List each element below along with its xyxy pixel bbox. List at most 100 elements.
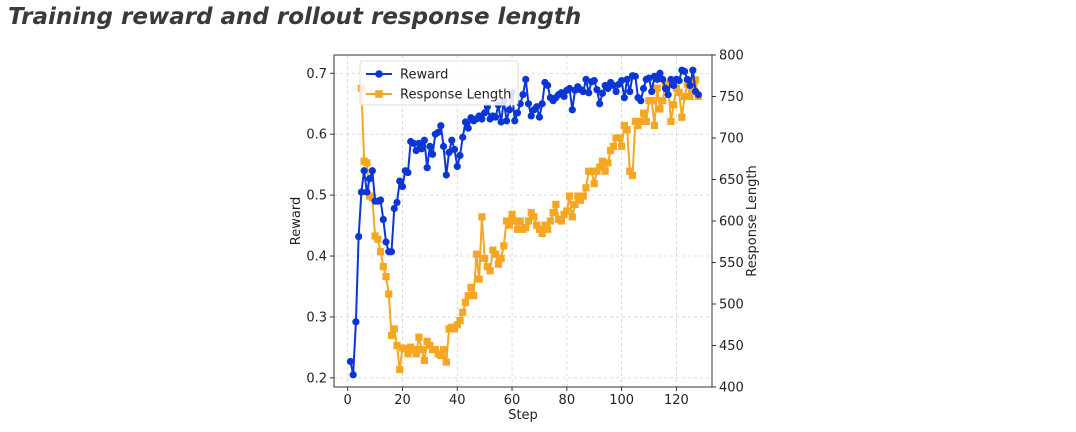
data-point (607, 146, 615, 155)
data-point (360, 167, 368, 175)
data-point (563, 207, 571, 215)
data-point (670, 81, 678, 90)
legend: Reward Response Length (359, 60, 519, 106)
data-point (541, 221, 549, 229)
data-point (461, 118, 470, 126)
x-axis-ticks: 0 20 40 60 80 100 120 (344, 387, 689, 408)
data-point (549, 209, 557, 217)
right-tick-label: 600 (719, 215, 744, 230)
data-point (609, 142, 617, 150)
data-point (686, 92, 694, 101)
data-point (648, 97, 656, 105)
data-point (612, 87, 620, 96)
right-axis-label: Response Length (745, 165, 760, 276)
data-point (530, 213, 538, 221)
data-point (637, 97, 645, 105)
data-point (628, 171, 637, 179)
data-point (587, 167, 596, 175)
data-point (681, 67, 689, 76)
x-axis-label: Step (508, 408, 538, 423)
data-point (349, 371, 357, 379)
right-tick-label: 550 (719, 256, 744, 271)
data-point (398, 182, 407, 191)
data-point (694, 90, 702, 99)
data-point (505, 106, 513, 114)
data-point (423, 164, 431, 172)
data-point (672, 84, 680, 92)
x-tick-label: 60 (504, 393, 521, 408)
data-point (401, 345, 409, 353)
data-point (497, 118, 505, 126)
data-point (544, 225, 552, 233)
right-tick-label: 500 (719, 298, 744, 313)
data-point (357, 188, 365, 196)
data-point (691, 76, 700, 84)
data-point (574, 192, 582, 200)
data-point (538, 100, 546, 108)
data-point (511, 117, 519, 125)
data-point (492, 250, 500, 258)
data-point (376, 248, 385, 256)
data-point (604, 159, 612, 167)
data-point (478, 213, 486, 221)
series-layer (346, 66, 702, 379)
data-point (664, 80, 672, 88)
data-point (448, 136, 456, 144)
data-point (379, 263, 387, 271)
left-axis-ticks: 0.2 0.3 0.4 0.5 0.6 0.7 (306, 67, 334, 386)
data-point (390, 325, 398, 333)
data-point (524, 100, 533, 108)
data-point (376, 196, 385, 204)
data-point (522, 75, 530, 83)
left-tick-label: 0.4 (306, 250, 327, 265)
right-tick-label: 650 (719, 173, 744, 188)
data-point (434, 128, 442, 136)
data-point (544, 81, 552, 90)
data-point (418, 145, 426, 153)
data-point (511, 217, 519, 225)
data-point (524, 217, 533, 225)
data-point (590, 76, 598, 85)
data-point (689, 84, 697, 92)
data-point (450, 325, 459, 333)
data-point (535, 113, 544, 121)
data-point (579, 192, 587, 200)
data-point (650, 121, 659, 130)
data-point (396, 177, 404, 185)
data-point (508, 210, 516, 218)
data-point (552, 200, 560, 208)
data-point (585, 89, 593, 97)
data-point (571, 200, 579, 208)
series-reward (346, 66, 702, 379)
data-point (681, 92, 689, 101)
data-point (527, 209, 535, 217)
legend-marker (375, 70, 383, 78)
data-point (686, 81, 694, 90)
data-point (634, 121, 642, 130)
data-point (470, 292, 478, 300)
data-point (404, 168, 412, 177)
data-point (582, 75, 590, 83)
data-point (442, 171, 450, 179)
data-point (382, 238, 390, 246)
data-point (492, 113, 500, 121)
legend-box (359, 60, 519, 106)
x-tick-label: 20 (394, 393, 411, 408)
data-point (409, 139, 418, 147)
left-tick-label: 0.2 (306, 371, 327, 386)
series-line (360, 79, 700, 370)
data-point (590, 180, 598, 188)
data-point (396, 365, 404, 374)
x-tick-label: 0 (344, 393, 352, 408)
data-point (645, 74, 653, 82)
data-point (423, 337, 431, 345)
data-point (497, 254, 505, 262)
data-point (461, 298, 470, 306)
data-point (623, 75, 631, 83)
x-tick-label: 100 (609, 393, 634, 408)
data-point (664, 90, 672, 99)
data-point (667, 75, 675, 83)
data-point (385, 290, 393, 298)
data-point (453, 162, 461, 171)
data-point (604, 84, 612, 93)
